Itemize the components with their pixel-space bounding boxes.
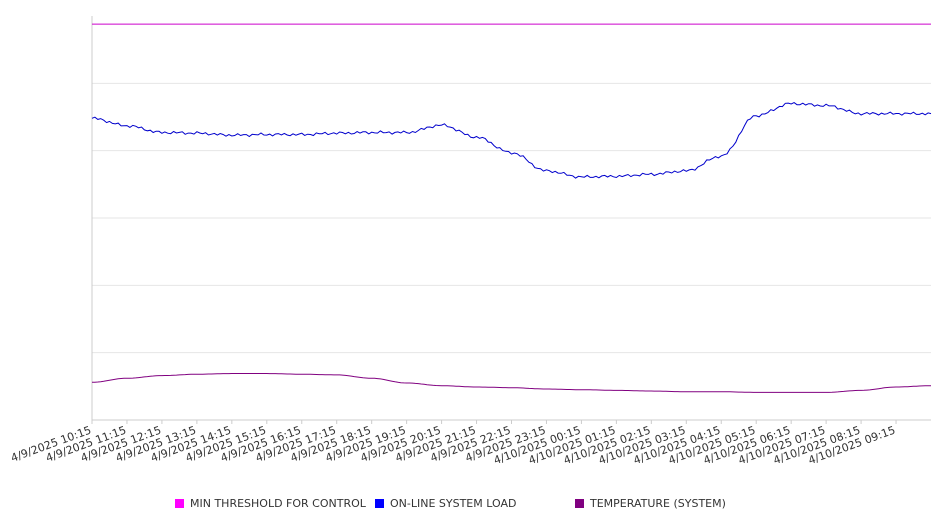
legend-item-system-load[interactable]: ON-LINE SYSTEM LOAD [375, 497, 516, 510]
series-line-1 [91, 102, 932, 179]
legend-swatch-system-load [375, 499, 384, 508]
x-axis-ticks: 4/9/2025 10:154/9/2025 11:154/9/2025 12:… [9, 420, 897, 467]
legend-swatch-temperature [575, 499, 584, 508]
legend-item-min-threshold[interactable]: MIN THRESHOLD FOR CONTROL [175, 497, 366, 510]
legend-item-temperature[interactable]: TEMPERATURE (SYSTEM) [575, 497, 726, 510]
legend: MIN THRESHOLD FOR CONTROL ON-LINE SYSTEM… [0, 497, 946, 515]
legend-label-system-load: ON-LINE SYSTEM LOAD [390, 497, 517, 510]
legend-swatch-min-threshold [175, 499, 184, 508]
series-line-2 [91, 373, 931, 393]
series-layer [91, 23, 932, 393]
legend-label-temperature: TEMPERATURE (SYSTEM) [590, 497, 726, 510]
gridlines [92, 82, 931, 354]
legend-label-min-threshold: MIN THRESHOLD FOR CONTROL [190, 497, 366, 510]
